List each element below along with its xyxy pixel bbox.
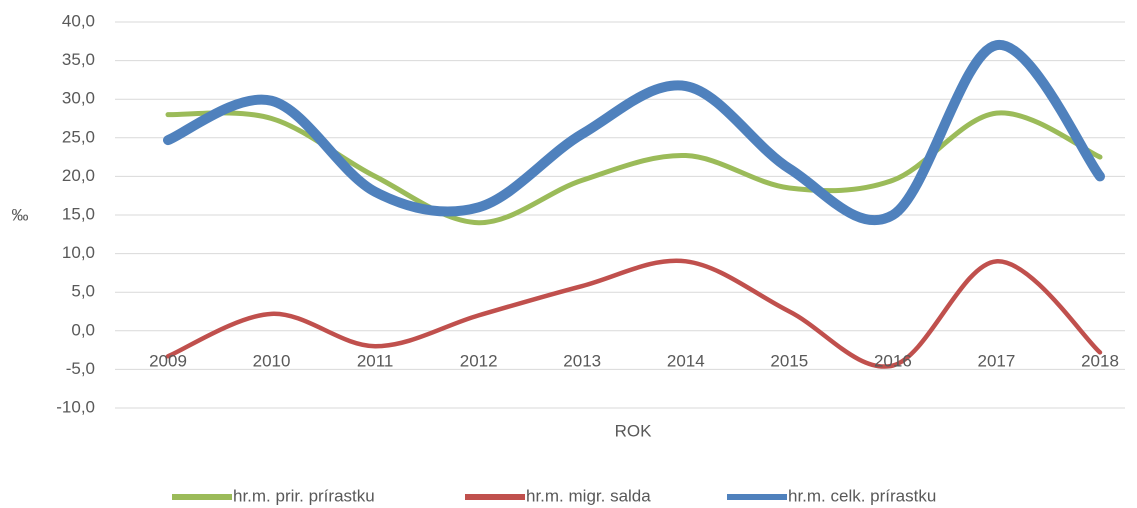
y-tick-label: 20,0 [62, 166, 95, 185]
series-line [163, 40, 1105, 226]
x-tick-label: 2017 [978, 351, 1016, 370]
y-tick-label: 30,0 [62, 89, 95, 108]
series-line [165, 258, 1103, 369]
x-tick-label: 2016 [874, 351, 912, 370]
y-tick-label: 40,0 [62, 11, 95, 30]
y-tick-label: 15,0 [62, 204, 95, 223]
y-tick-label: -10,0 [56, 397, 95, 416]
legend-label: hr.m. prir. prírastku [233, 486, 375, 505]
y-tick-label: 35,0 [62, 50, 95, 69]
x-tick-label: 2018 [1081, 351, 1119, 370]
x-tick-label: 2010 [253, 351, 291, 370]
y-axis-label: ‰ [12, 205, 29, 224]
y-tick-label: 0,0 [71, 320, 95, 339]
y-tick-label: 10,0 [62, 243, 95, 262]
x-tick-label: 2015 [770, 351, 808, 370]
y-tick-label: 25,0 [62, 127, 95, 146]
x-tick-label: 2012 [460, 351, 498, 370]
legend-label: hr.m. migr. salda [526, 486, 651, 505]
x-tick-label: 2014 [667, 351, 705, 370]
legend-label: hr.m. celk. prírastku [788, 486, 936, 505]
y-tick-label: 5,0 [71, 282, 95, 301]
y-tick-label: -5,0 [66, 359, 95, 378]
x-tick-label: 2011 [357, 351, 394, 370]
x-axis-label: ROK [615, 421, 653, 440]
x-tick-label: 2009 [149, 351, 187, 370]
x-tick-label: 2013 [563, 351, 601, 370]
